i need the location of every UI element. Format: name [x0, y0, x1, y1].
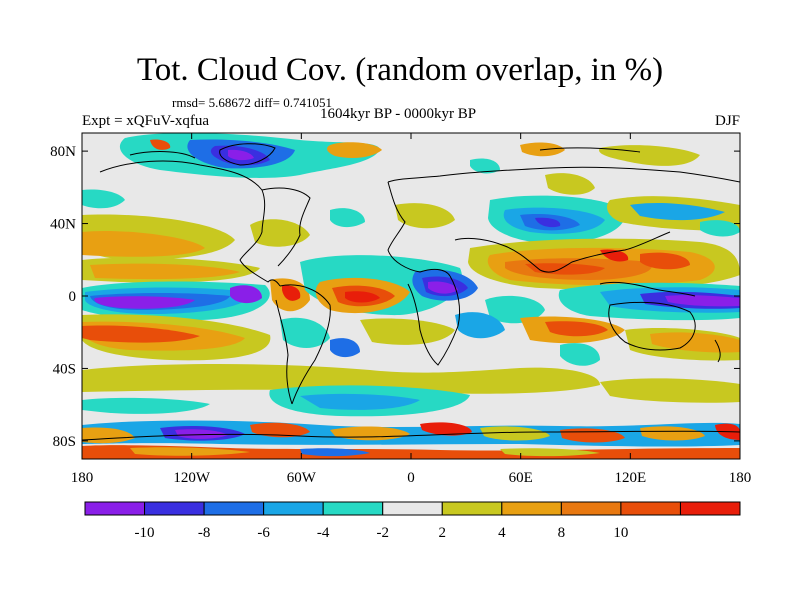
- colorbar-swatch: [441, 501, 503, 516]
- colorbar-label: -2: [376, 525, 389, 541]
- anomaly-patch: [82, 325, 200, 343]
- colorbar-swatch: [263, 501, 324, 516]
- anomaly-patch: [420, 422, 472, 436]
- anomaly-patch: [345, 291, 380, 303]
- colorbar-swatch: [322, 501, 384, 516]
- colorbar-swatch: [84, 501, 146, 516]
- colorbar-label: 8: [558, 525, 566, 541]
- anomaly-patch: [455, 312, 505, 339]
- lon-tick-label: 180: [71, 470, 94, 486]
- lat-tick-label: 40S: [53, 361, 76, 377]
- lat-tick-label: 40N: [50, 217, 76, 233]
- coastlines: [82, 143, 740, 441]
- anomaly-patch: [82, 364, 600, 394]
- colorbar-swatch: [620, 501, 681, 516]
- anomaly-patch: [470, 158, 500, 174]
- anomaly-patch: [395, 203, 455, 229]
- anomaly-patch: [330, 338, 360, 358]
- rmsd-diff-text: rmsd= 5.68672 diff= 0.741051: [172, 95, 332, 110]
- anomaly-patch: [360, 318, 455, 345]
- anomaly-patch: [640, 252, 690, 270]
- lat-tick-label: 80S: [53, 434, 76, 450]
- anomaly-patch: [480, 426, 550, 441]
- lat-tick-label: 0: [69, 289, 77, 305]
- cloud-anomaly-field: [82, 133, 740, 459]
- season-label: DJF: [714, 113, 740, 129]
- colorbar-swatch: [679, 501, 741, 516]
- anomaly-patch: [82, 445, 740, 459]
- lon-tick-label: 0: [407, 470, 415, 486]
- colorbar-swatch: [203, 501, 265, 516]
- colorbar-label: -4: [317, 525, 330, 541]
- anomaly-patch: [300, 393, 420, 410]
- lon-tick-label: 180: [729, 470, 752, 486]
- anomaly-patch: [300, 448, 370, 457]
- anomaly-patch: [700, 220, 740, 237]
- anomaly-patch: [545, 173, 595, 195]
- anomaly-patch: [485, 295, 545, 324]
- lon-tick-label: 120W: [173, 470, 211, 486]
- anomaly-patch: [150, 139, 171, 150]
- lon-tick-label: 60W: [287, 470, 317, 486]
- anomaly-patch: [280, 317, 330, 348]
- colorbar-label: -8: [198, 525, 211, 541]
- anomaly-patch: [82, 230, 205, 257]
- anomaly-patch: [428, 281, 458, 294]
- anomaly-patch: [560, 343, 600, 366]
- anomaly-patch: [665, 295, 740, 307]
- anomaly-patch: [500, 448, 600, 457]
- lon-tick-label: 120E: [614, 470, 646, 486]
- anomaly-patch: [94, 296, 195, 309]
- anomaly-patch: [545, 321, 608, 337]
- anomaly-patch: [640, 426, 705, 441]
- map-panel: [81, 132, 741, 460]
- anomaly-patch: [228, 149, 254, 161]
- anomaly-patch: [130, 447, 250, 456]
- anomaly-patch: [90, 263, 240, 280]
- anomaly-patch: [175, 429, 228, 439]
- colorbar-label: 10: [613, 525, 628, 541]
- period-label: 1604kyr BP - 0000kyr BP: [320, 106, 477, 122]
- map-axes: 180 120W 60W 0 60E 120E 180 80N 40N 0 40S 80S: [50, 133, 751, 486]
- colorbar-label: 2: [439, 525, 447, 541]
- anomaly-patch: [535, 217, 561, 228]
- colorbar-swatch: [382, 501, 443, 516]
- colorbar: -10 -8 -6 -4 -2 2 4 8 10: [84, 501, 741, 541]
- anomaly-patch: [250, 219, 310, 247]
- colorbar-swatch: [144, 501, 205, 516]
- anomaly-patch: [630, 202, 725, 221]
- colorbar-label: -10: [135, 525, 155, 541]
- anomaly-patch: [650, 332, 740, 353]
- anomaly-patch: [600, 378, 740, 403]
- anomaly-patch: [250, 422, 310, 438]
- lon-tick-label: 60E: [509, 470, 533, 486]
- colorbar-label: 4: [498, 525, 506, 541]
- chart-title: Tot. Cloud Cov. (random overlap, in %): [136, 52, 664, 88]
- experiment-label: Expt = xQFuV-xqfua: [82, 113, 210, 129]
- lat-tick-label: 80N: [50, 144, 76, 160]
- colorbar-swatch: [501, 501, 562, 516]
- anomaly-patch: [327, 142, 382, 158]
- anomaly-patch: [82, 189, 125, 209]
- colorbar-swatch: [560, 501, 622, 516]
- anomaly-patch: [230, 285, 262, 304]
- anomaly-patch: [82, 397, 210, 414]
- colorbar-label: -6: [257, 525, 270, 541]
- anomaly-patch: [282, 285, 301, 301]
- anomaly-patch: [330, 208, 365, 228]
